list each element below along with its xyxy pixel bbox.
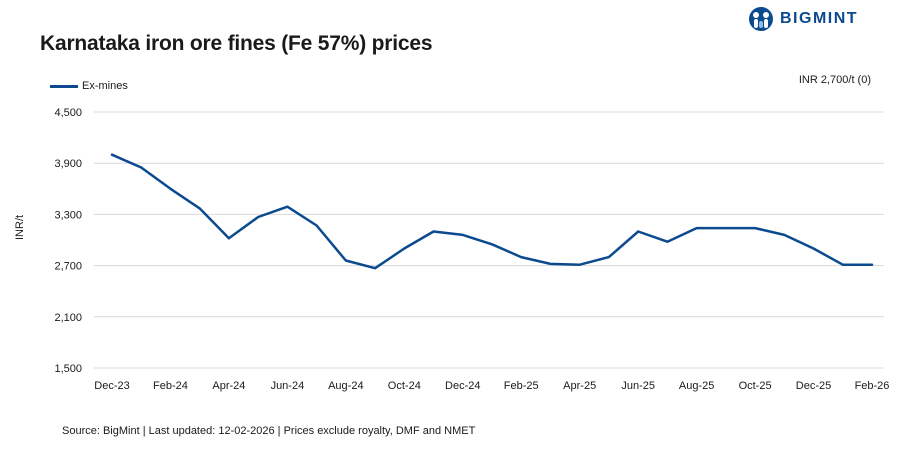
x-tick-label: Aug-24 bbox=[328, 380, 363, 392]
x-tick-label: Feb-24 bbox=[153, 380, 188, 392]
x-tick-label: Apr-25 bbox=[563, 380, 596, 392]
y-tick-label: 3,300 bbox=[54, 209, 82, 221]
brand-logo: BIGMINT bbox=[748, 6, 858, 32]
brand-mark-icon bbox=[749, 7, 773, 31]
series-ex-mines bbox=[110, 153, 874, 270]
x-tick-label: Dec-23 bbox=[94, 380, 129, 392]
source-note: Source: BigMint | Last updated: 12-02-20… bbox=[62, 425, 476, 437]
x-tick-label: Feb-26 bbox=[855, 380, 890, 392]
legend: Ex-mines bbox=[50, 80, 128, 92]
y-tick-label: 4,500 bbox=[54, 107, 82, 119]
gridlines bbox=[94, 111, 884, 369]
x-tick-label: Feb-25 bbox=[504, 380, 539, 392]
x-tick-label: Jun-24 bbox=[271, 380, 305, 392]
x-tick-label: Dec-24 bbox=[445, 380, 480, 392]
y-tick-label: 2,100 bbox=[54, 312, 82, 324]
y-tick-label: 1,500 bbox=[54, 363, 82, 375]
latest-price-note: INR 2,700/t (0) bbox=[798, 74, 871, 86]
x-tick-label: Oct-25 bbox=[739, 380, 772, 392]
y-tick-label: 3,900 bbox=[54, 158, 82, 170]
x-tick-label: Jun-25 bbox=[621, 380, 655, 392]
x-tick-label: Apr-24 bbox=[212, 380, 245, 392]
x-tick-labels: Dec-23 Feb-24 Apr-24 Jun-24 Aug-24 Oct-24 Dec-… bbox=[94, 380, 889, 392]
brand-name: BIGMINT bbox=[780, 10, 859, 27]
x-tick-label: Aug-25 bbox=[679, 380, 714, 392]
x-tick-label: Dec-25 bbox=[796, 380, 831, 392]
chart-title: Karnataka iron ore fines (Fe 57%) prices bbox=[40, 32, 433, 55]
series-line bbox=[110, 153, 874, 270]
y-tick-labels: 1,500 2,100 2,700 3,300 3,900 4,500 bbox=[54, 107, 82, 375]
y-tick-label: 2,700 bbox=[54, 261, 82, 273]
legend-swatch bbox=[50, 84, 78, 88]
x-tick-label: Oct-24 bbox=[388, 380, 421, 392]
legend-label: Ex-mines bbox=[82, 80, 128, 92]
